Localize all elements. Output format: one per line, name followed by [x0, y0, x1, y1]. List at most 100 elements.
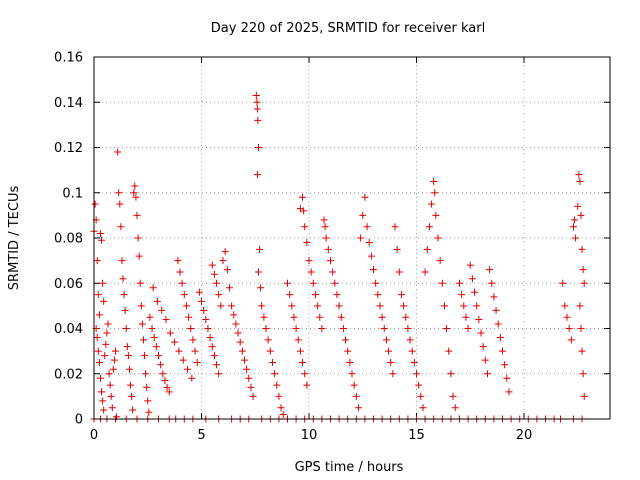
y-tick-label: 0.16	[54, 51, 83, 66]
data-point	[389, 370, 397, 378]
data-point	[305, 257, 313, 265]
data-point	[215, 370, 223, 378]
data-point	[309, 279, 317, 287]
data-point	[221, 248, 229, 256]
data-point	[501, 361, 509, 369]
data-point	[268, 358, 276, 366]
data-point	[385, 347, 393, 355]
data-point	[311, 291, 319, 299]
data-point	[473, 302, 481, 310]
data-point	[219, 257, 227, 265]
data-point	[397, 291, 405, 299]
data-point	[217, 302, 225, 310]
data-point	[98, 388, 106, 396]
grid-lines	[94, 57, 610, 419]
data-point	[488, 279, 496, 287]
data-point	[374, 291, 382, 299]
data-point	[96, 374, 104, 382]
data-point	[131, 182, 139, 190]
data-point	[428, 200, 436, 208]
y-axis-label: SRMTID / TECUs	[7, 186, 22, 291]
data-point	[408, 347, 416, 355]
data-point	[193, 358, 201, 366]
data-point	[574, 202, 582, 210]
y-tick-label: 0.04	[54, 322, 83, 337]
data-point	[262, 325, 270, 332]
data-point	[175, 347, 183, 355]
data-point	[481, 356, 489, 364]
data-point	[228, 302, 236, 310]
data-point	[443, 325, 451, 332]
data-point	[339, 325, 347, 332]
data-point	[402, 313, 410, 321]
data-point	[247, 383, 255, 391]
data-point	[348, 370, 356, 378]
data-point	[352, 392, 360, 400]
data-point	[367, 252, 375, 260]
data-point	[187, 325, 195, 332]
data-point	[350, 381, 358, 389]
data-point	[117, 223, 125, 231]
data-point	[118, 257, 126, 265]
data-point	[210, 270, 218, 278]
data-point	[153, 297, 161, 305]
data-point	[314, 302, 322, 310]
data-point	[288, 302, 296, 310]
data-point	[292, 325, 300, 332]
data-point	[260, 313, 268, 321]
data-point	[120, 291, 128, 299]
data-point	[139, 336, 147, 344]
data-point	[421, 268, 429, 276]
data-point	[580, 392, 588, 400]
data-point	[110, 356, 118, 364]
data-point	[159, 370, 167, 378]
data-point	[238, 347, 246, 355]
data-point	[471, 288, 479, 296]
data-point	[559, 279, 567, 287]
data-point	[342, 336, 350, 344]
data-point	[91, 200, 99, 208]
data-point	[128, 392, 136, 400]
data-point	[419, 404, 427, 412]
data-point	[577, 325, 585, 332]
data-point	[572, 234, 580, 242]
data-point	[123, 343, 131, 351]
data-point	[105, 370, 113, 378]
data-point	[94, 347, 102, 355]
data-point	[329, 268, 337, 276]
data-point	[243, 365, 251, 373]
data-point	[475, 315, 483, 323]
data-point	[354, 404, 362, 412]
x-tick-label: 0	[90, 428, 98, 443]
data-point	[324, 245, 332, 253]
data-point	[335, 302, 343, 310]
data-point	[132, 193, 140, 201]
data-point	[299, 193, 307, 201]
data-point	[320, 216, 328, 224]
data-point	[505, 388, 513, 396]
data-point	[286, 291, 294, 299]
data-point	[109, 365, 117, 373]
y-tick-label: 0.08	[54, 232, 83, 247]
data-point	[130, 189, 138, 197]
data-point	[451, 404, 459, 412]
chart-title: Day 220 of 2025, SRMTID for receiver kar…	[211, 21, 485, 36]
data-point	[307, 268, 315, 276]
data-point	[125, 365, 133, 373]
data-point	[344, 347, 352, 355]
data-point	[277, 404, 285, 412]
data-point	[322, 234, 330, 242]
data-point	[127, 381, 135, 389]
data-point	[254, 268, 262, 276]
data-point	[346, 358, 354, 366]
data-point	[300, 207, 308, 215]
data-point	[145, 408, 153, 416]
data-point	[230, 311, 238, 319]
data-point	[200, 306, 208, 314]
data-point	[415, 381, 423, 389]
data-point	[372, 279, 380, 287]
data-point	[225, 284, 233, 292]
data-point	[95, 311, 103, 319]
data-point	[571, 216, 579, 224]
